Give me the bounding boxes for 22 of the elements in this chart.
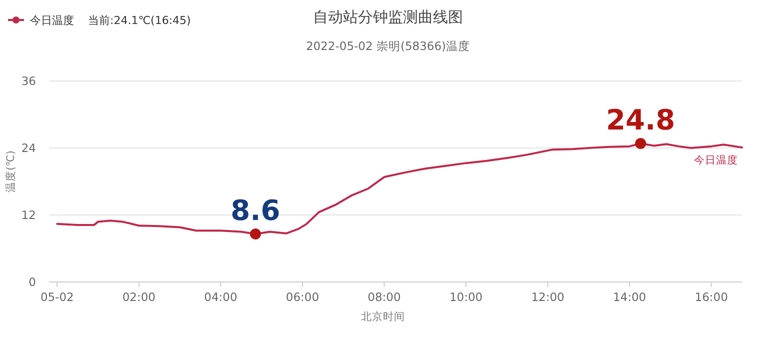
y-axis-title: 温度(℃) — [4, 150, 17, 192]
x-tick-label: 02:00 — [122, 290, 156, 304]
x-tick-label: 16:00 — [694, 290, 728, 304]
x-axis-title: 北京时间 — [361, 310, 405, 323]
y-tick-label: 12 — [21, 208, 36, 222]
text: 今日温度 — [694, 154, 738, 166]
text: 当前:24.1℃(16:45) — [88, 14, 191, 27]
y-tick-label: 0 — [28, 275, 36, 289]
annotation: 24.8 — [606, 104, 676, 137]
y-tick-label: 24 — [21, 141, 36, 155]
x-tick-label: 05-02 — [40, 290, 74, 304]
x-tick-label: 08:00 — [368, 290, 401, 304]
annotation: 8.6 — [230, 194, 280, 227]
x-tick-label: 06:00 — [286, 290, 320, 304]
y-tick-label: 36 — [21, 74, 36, 88]
x-tick-label: 14:00 — [612, 290, 646, 304]
legend-label: 今日温度 — [30, 14, 74, 27]
chart-title: 自动站分钟监测曲线图 — [313, 8, 463, 26]
x-tick-label: 12:00 — [531, 290, 564, 304]
chart-subtitle: 2022-05-02 崇明(58366)温度 — [306, 39, 470, 53]
x-tick-label: 10:00 — [449, 290, 483, 304]
x-tick-label: 04:00 — [204, 290, 238, 304]
